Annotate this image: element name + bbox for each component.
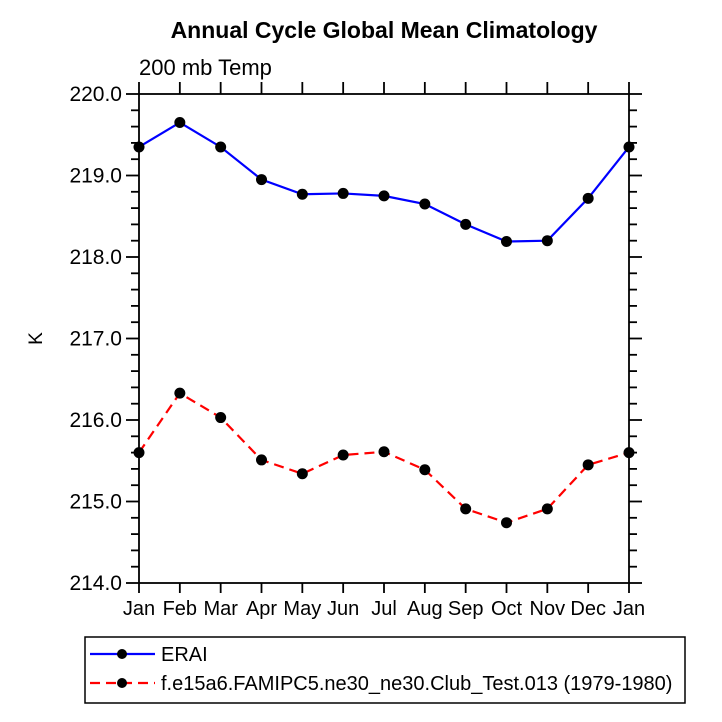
month-label: Nov bbox=[530, 598, 566, 620]
data-point-marker bbox=[133, 447, 145, 459]
chart-title: Annual Cycle Global Mean Climatology bbox=[171, 17, 598, 43]
y-tick-label: 219.0 bbox=[69, 165, 122, 188]
data-point-marker bbox=[623, 447, 635, 459]
month-label: Sep bbox=[448, 598, 484, 620]
y-tick-label: 215.0 bbox=[69, 491, 122, 514]
data-point-marker bbox=[378, 446, 390, 458]
data-point-marker bbox=[174, 117, 186, 129]
data-point-marker bbox=[419, 198, 431, 210]
data-point-marker bbox=[460, 218, 472, 230]
data-point-marker bbox=[337, 449, 349, 461]
month-label: Dec bbox=[570, 598, 606, 620]
y-tick-label: 218.0 bbox=[69, 246, 122, 269]
legend-label: ERAI bbox=[161, 644, 208, 666]
data-point-marker bbox=[256, 454, 267, 466]
data-point-marker bbox=[256, 174, 267, 186]
month-label: Jun bbox=[327, 598, 359, 620]
data-point-marker bbox=[541, 503, 553, 515]
legend-sample-marker bbox=[117, 649, 127, 659]
data-point-marker bbox=[501, 236, 512, 248]
legend-label: f.e15a6.FAMIPC5.ne30_ne30.Club_Test.013 … bbox=[161, 673, 672, 695]
data-point-marker bbox=[623, 141, 635, 153]
month-label: Mar bbox=[203, 598, 238, 620]
month-label: May bbox=[283, 598, 321, 620]
month-label: Apr bbox=[246, 598, 277, 620]
chart-subtitle: 200 mb Temp bbox=[139, 55, 272, 80]
data-point-marker bbox=[460, 503, 472, 515]
y-tick-label: 220.0 bbox=[69, 83, 122, 106]
data-point-marker bbox=[296, 468, 308, 480]
legend-box bbox=[84, 636, 686, 704]
month-label: Jan bbox=[123, 598, 155, 620]
legend-sample-marker bbox=[117, 678, 127, 688]
data-point-marker bbox=[501, 517, 512, 529]
month-label: Feb bbox=[163, 598, 197, 620]
data-point-marker bbox=[582, 459, 594, 471]
data-point-marker bbox=[215, 412, 227, 424]
data-point-marker bbox=[215, 141, 227, 153]
month-label: Oct bbox=[491, 598, 523, 620]
plot-border bbox=[138, 93, 630, 584]
data-point-marker bbox=[133, 141, 145, 153]
data-point-marker bbox=[582, 192, 594, 204]
y-tick-label: 214.0 bbox=[69, 572, 122, 595]
y-tick-label: 216.0 bbox=[69, 409, 122, 432]
series-line-model bbox=[138, 391, 630, 524]
month-label: Jan bbox=[613, 598, 645, 620]
month-label: Jul bbox=[371, 598, 397, 620]
y-tick-label: 217.0 bbox=[69, 328, 122, 351]
month-label: Aug bbox=[407, 598, 443, 620]
y-axis-title: K bbox=[26, 332, 47, 345]
series-line-erai bbox=[138, 121, 630, 243]
data-point-marker bbox=[174, 387, 186, 399]
data-point-marker bbox=[419, 464, 431, 476]
data-point-marker bbox=[541, 235, 553, 247]
data-point-marker bbox=[378, 190, 390, 202]
data-point-marker bbox=[337, 187, 349, 199]
data-point-marker bbox=[296, 188, 308, 200]
